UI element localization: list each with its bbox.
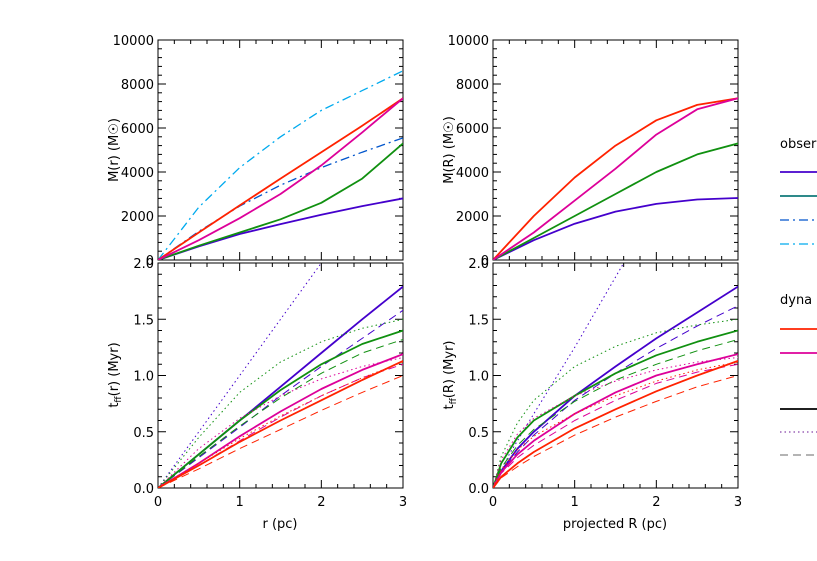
ticks: 0 2000 4000 6000 8000 10000	[448, 34, 739, 269]
xtick-label: 3	[734, 495, 742, 510]
series-line	[493, 285, 738, 488]
ytick-label: 1.0	[468, 370, 489, 385]
ytick-label: 0.5	[468, 426, 489, 441]
ytick-label: 0.5	[133, 426, 154, 441]
ytick-label: 2.0	[468, 257, 489, 272]
series-line	[493, 142, 738, 260]
series-line	[158, 361, 403, 488]
series-line	[158, 97, 403, 260]
ylabel-top-right: M(R) (M☉)	[442, 116, 457, 184]
panel-bottom-left: 0.00.51.01.52.00 1 2 3 tff(r) (Myr) r (pc)	[107, 257, 407, 532]
series-line	[493, 361, 738, 488]
xtick-label: 0	[489, 495, 497, 510]
ytick-label: 8000	[121, 78, 154, 93]
curves	[158, 70, 403, 260]
legend-observed-label: obser	[780, 137, 817, 152]
xtick-label: 2	[317, 495, 325, 510]
series-line	[493, 339, 738, 488]
series-line	[493, 305, 738, 488]
xtick-label: 2	[652, 495, 660, 510]
ylabel-bottom-left: tff(r) (Myr)	[107, 342, 124, 407]
legend: obser dyna	[780, 137, 817, 456]
axes-frame	[492, 39, 739, 261]
series-line	[158, 137, 403, 260]
xtick-label: 0	[154, 495, 162, 510]
series-line	[158, 318, 403, 488]
panel-top-right: 0 2000 4000 6000 8000 10000 M(R) (M☉)	[442, 34, 739, 269]
series-line	[493, 318, 738, 488]
ytick-label: 4000	[456, 166, 489, 181]
ticks: 0.00.51.01.52.00 1 2 3	[468, 257, 742, 510]
series-line	[158, 363, 403, 488]
curves	[158, 263, 403, 488]
axes-frame	[157, 39, 404, 261]
axes-frame	[157, 262, 404, 489]
series-line	[493, 363, 738, 488]
ytick-label: 0	[481, 254, 489, 269]
panel-top-left: 0 2000 4000 6000 8000 10000 M(r) (M☉)	[107, 34, 404, 269]
curves	[493, 97, 738, 260]
xtick-label: 1	[571, 495, 579, 510]
series-line	[158, 329, 403, 488]
ytick-label: 1.5	[133, 313, 154, 328]
ticks: 0 2000 4000 6000 8000 10000	[113, 34, 404, 269]
series-line	[493, 197, 738, 260]
series-line	[158, 142, 403, 260]
series-line	[493, 357, 738, 488]
curves	[493, 263, 738, 488]
series-line	[158, 353, 403, 488]
ticks: 0.00.51.01.52.00 1 2 3	[133, 257, 407, 510]
ylabel-bottom-right: tff(R) (Myr)	[442, 340, 459, 409]
ytick-label: 10000	[113, 34, 154, 49]
ytick-label: 1.0	[133, 370, 154, 385]
ytick-label: 0	[146, 254, 154, 269]
legend-lines	[780, 171, 817, 456]
ytick-label: 1.5	[468, 313, 489, 328]
series-line	[158, 375, 403, 488]
series-line	[158, 360, 403, 488]
series-line	[493, 97, 738, 260]
xtick-label: 1	[236, 495, 244, 510]
legend-dynamical-label: dyna	[780, 293, 812, 308]
series-line	[158, 263, 322, 488]
ytick-label: 4000	[121, 166, 154, 181]
ytick-label: 6000	[456, 122, 489, 137]
xtick-label: 3	[399, 495, 407, 510]
series-line	[158, 197, 403, 260]
ytick-label: 2000	[456, 210, 489, 225]
ytick-label: 0.0	[468, 482, 489, 497]
ytick-label: 0.0	[133, 482, 154, 497]
xlabel-bottom-right: projected R (pc)	[563, 517, 667, 532]
series-line	[493, 97, 738, 260]
panel-bottom-right: 0.00.51.01.52.00 1 2 3 tff(R) (Myr) project…	[442, 257, 742, 532]
ylabel-top-left: M(r) (M☉)	[107, 118, 122, 182]
ytick-label: 8000	[456, 78, 489, 93]
series-line	[493, 329, 738, 488]
ytick-label: 2.0	[133, 257, 154, 272]
series-line	[158, 309, 403, 488]
series-line	[158, 97, 403, 260]
series-line	[493, 375, 738, 488]
ytick-label: 2000	[121, 210, 154, 225]
series-line	[158, 70, 403, 260]
series-line	[158, 357, 403, 488]
xlabel-bottom-left: r (pc)	[262, 517, 297, 532]
ytick-label: 10000	[448, 34, 489, 49]
series-line	[493, 360, 738, 488]
ytick-label: 6000	[121, 122, 154, 137]
